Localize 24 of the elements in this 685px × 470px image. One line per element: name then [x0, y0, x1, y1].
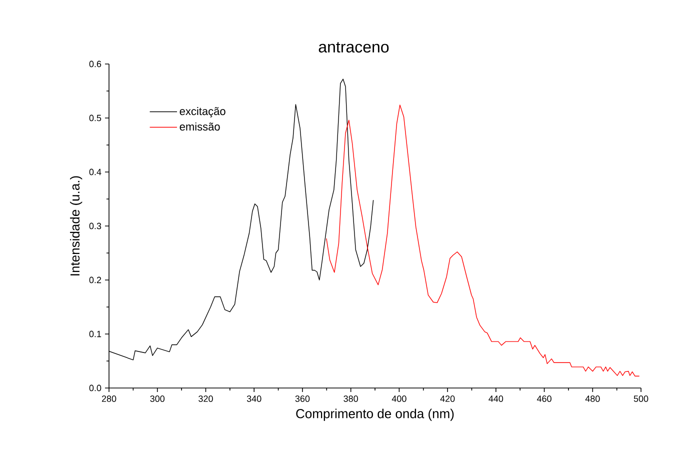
x-tick-label: 360: [295, 396, 310, 402]
x-tick-label: 460: [536, 396, 552, 402]
x-tick-label: 440: [488, 396, 504, 402]
x-tick-label: 420: [440, 396, 455, 402]
x-tick-label: 340: [246, 396, 262, 402]
legend-label: excitação: [180, 107, 226, 118]
x-tick-label: 300: [150, 396, 165, 402]
legend-label: emissão: [180, 122, 220, 131]
y-axis-title: Intensidade (u.a.): [70, 176, 82, 276]
x-tick-label: 320: [198, 396, 213, 402]
x-axis-title: Comprimento de onda (nm): [296, 408, 454, 421]
y-tick-label: 0.6: [89, 60, 102, 68]
y-tick-label: 0.5: [89, 114, 102, 122]
x-tick-label: 480: [585, 396, 600, 402]
chart-title: antraceno: [318, 42, 389, 53]
y-tick-label: 0.4: [89, 168, 102, 176]
y-tick-label: 0.3: [89, 222, 102, 230]
y-tick-label: 0.0: [89, 384, 102, 392]
x-tick-label: 500: [634, 396, 648, 402]
x-tick-label: 400: [392, 396, 406, 402]
x-tick-label: 280: [102, 396, 116, 402]
y-tick-label: 0.2: [89, 276, 102, 284]
y-tick-label: 0.1: [89, 330, 102, 338]
x-tick-label: 380: [344, 396, 358, 402]
